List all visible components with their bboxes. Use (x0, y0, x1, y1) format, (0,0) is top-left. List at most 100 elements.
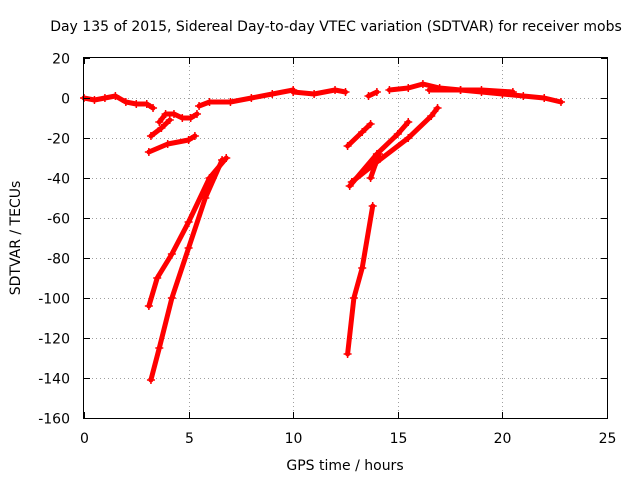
y-tick-label: -60 (47, 212, 70, 228)
data-point (374, 150, 383, 158)
data-point (341, 88, 350, 96)
data-point (205, 98, 214, 106)
series-arc-d (289, 86, 350, 98)
data-point (331, 86, 340, 94)
series-arc-c (195, 86, 298, 110)
series-line (196, 87, 296, 109)
series-arc-n (347, 104, 442, 186)
series-line (290, 87, 348, 97)
data-point (247, 94, 256, 102)
data-point (184, 136, 193, 144)
series-arc-k (146, 156, 227, 384)
x-tick-label: 15 (390, 431, 408, 447)
data-point (366, 174, 375, 182)
data-point (155, 344, 164, 352)
data-point (343, 350, 352, 358)
data-point (343, 142, 352, 150)
y-tick-label: 0 (61, 92, 70, 108)
series-line (146, 133, 198, 155)
data-point (393, 130, 402, 138)
data-point (201, 194, 210, 202)
data-point (167, 250, 176, 258)
data-point (165, 116, 174, 124)
data-point (100, 94, 109, 102)
series-arc-a (80, 92, 158, 112)
data-point (195, 102, 204, 110)
data-point (190, 132, 199, 140)
series-line (368, 151, 382, 181)
data-point (366, 120, 375, 128)
data-point (149, 104, 158, 112)
y-tick-label: -20 (47, 132, 70, 148)
series-arc-p (343, 202, 377, 358)
data-point (169, 110, 178, 118)
data-point (111, 92, 120, 100)
data-point (358, 128, 367, 136)
data-point (456, 86, 465, 94)
data-point (90, 96, 99, 104)
x-tick-label: 20 (494, 431, 512, 447)
data-point (289, 88, 298, 96)
data-point (268, 90, 277, 98)
series-arc-j (144, 154, 231, 310)
data-point (157, 124, 166, 132)
data-point (163, 140, 172, 148)
x-tick-label: 0 (80, 431, 89, 447)
data-point (404, 84, 413, 92)
data-point (372, 88, 381, 96)
data-point (364, 92, 373, 100)
data-point (167, 294, 176, 302)
series-arc-b (155, 110, 201, 126)
data-point (519, 92, 528, 100)
data-point (132, 100, 141, 108)
data-point (146, 376, 155, 384)
series-line (349, 105, 440, 185)
y-tick-label: -140 (38, 372, 70, 388)
data-point (368, 202, 377, 210)
x-tick-label: 25 (599, 431, 617, 447)
data-layer (80, 80, 565, 384)
series-arc-f (385, 80, 565, 106)
x-tick-label: 5 (185, 431, 194, 447)
series-arc-h (146, 116, 174, 140)
data-point (404, 134, 413, 142)
data-point (540, 94, 549, 102)
data-point (425, 86, 434, 94)
data-point (404, 118, 413, 126)
series-line (148, 157, 225, 383)
series-arc-o (366, 150, 383, 182)
data-point (192, 110, 201, 118)
data-point (347, 178, 356, 186)
series-line (345, 121, 374, 149)
series-line (426, 87, 516, 95)
y-tick-label: -80 (47, 252, 70, 268)
series-arc-l (343, 120, 375, 150)
y-tick-label: -120 (38, 332, 70, 348)
x-axis-label: GPS time / hours (286, 458, 403, 474)
plot-frame (83, 57, 608, 419)
data-point (121, 98, 130, 106)
data-point (427, 112, 436, 120)
data-point (161, 110, 170, 118)
y-tick-label: -160 (38, 412, 70, 428)
y-tick-label: -40 (47, 172, 70, 188)
data-point (418, 80, 427, 88)
series-arc-g (425, 86, 517, 96)
data-point (349, 294, 358, 302)
y-axis-label: SDTVAR / TECUs (8, 181, 24, 296)
x-tick-label: 10 (285, 431, 303, 447)
data-point (142, 100, 151, 108)
data-point (184, 218, 193, 226)
y-tick-label: -100 (38, 292, 70, 308)
series-arc-e (364, 88, 381, 100)
data-point (310, 90, 319, 98)
data-point (226, 98, 235, 106)
data-point (358, 264, 367, 272)
data-point (153, 274, 162, 282)
data-point (508, 88, 517, 96)
data-point (144, 148, 153, 156)
tick-layer: 0 5 10 15 20 25 -160 -140 -120 -100 -80 -60 -40 -20 0 2… (38, 52, 616, 448)
chart-title: Day 135 of 2015, Sidereal Day-to-day VTE… (50, 19, 622, 35)
data-point (144, 302, 153, 310)
series-arc-i (144, 132, 199, 156)
